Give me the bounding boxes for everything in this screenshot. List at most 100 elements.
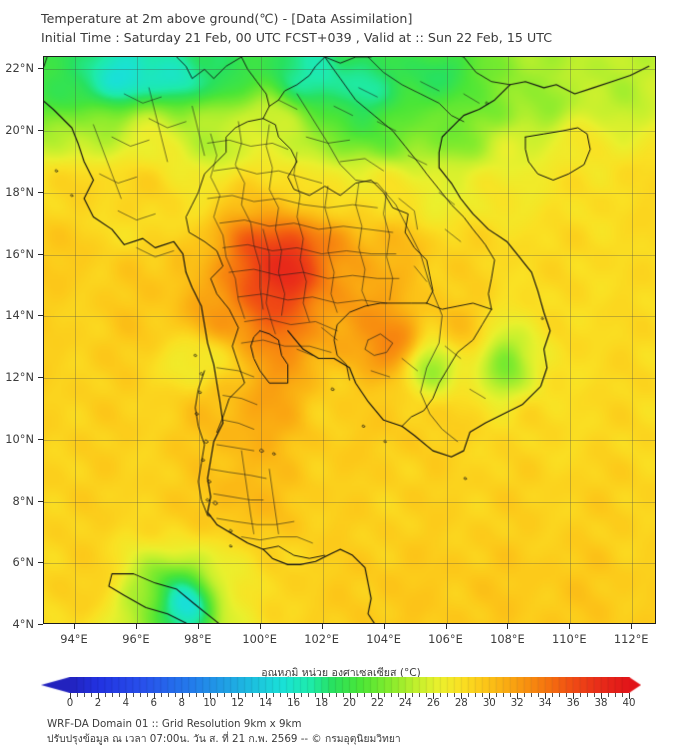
y-axis-label-14: 14°N: [5, 308, 34, 323]
colorbar-tick-8.5: [188, 693, 190, 697]
colorbar-tick-5.5: [146, 693, 148, 697]
gridline-lon-112: [632, 57, 634, 623]
colorbar-tick-28: [461, 693, 463, 699]
colorbar-tick-34.5: [552, 693, 554, 697]
title-line-1: Temperature at 2m above ground(℃) - [Dat…: [41, 11, 413, 26]
gridline-lat-8: [44, 501, 655, 503]
colorbar-tick-4.5: [132, 693, 134, 697]
map-plot-area[interactable]: [43, 56, 656, 624]
temperature-colorbar: อุณหภูมิ หน่วย องศาเซลเซียส (°C) 0 2 4 6 8 10…: [41, 664, 641, 712]
colorbar-tick-8: [181, 693, 183, 699]
x-tick-94: [74, 624, 75, 629]
colorbar-label-8: 8: [178, 698, 186, 709]
x-axis-label-100: 100°E: [242, 632, 278, 646]
y-axis-label-12: 12°N: [5, 370, 34, 384]
colorbar-tick-35: [559, 693, 561, 697]
colorbar-tick-16.5: [300, 693, 302, 697]
colorbar-tick-1.5: [91, 693, 92, 697]
colorbar-tick-22: [377, 693, 379, 699]
colorbar-tick-16: [293, 693, 295, 699]
colorbar-tick-23: [391, 693, 393, 697]
x-tick-108: [507, 624, 509, 629]
chart-title-block: Temperature at 2m above ground(℃) - [Dat…: [41, 9, 661, 47]
y-tick-22: [38, 68, 43, 70]
colorbar-tick-37.5: [594, 693, 596, 697]
colorbar-tick-31.5: [510, 693, 512, 697]
colorbar-tick-13: [251, 693, 253, 697]
colorbar-label-10: 10: [203, 698, 217, 709]
x-axis-label-102: 102°E: [304, 632, 339, 646]
colorbar-tick-20.5: [356, 693, 358, 697]
colorbar-tick-29: [475, 693, 477, 697]
colorbar-label-30: 30: [482, 698, 496, 709]
y-tick-8: [38, 500, 43, 502]
colorbar-label-20: 20: [343, 698, 356, 709]
colorbar-tick-2: [98, 693, 99, 699]
y-axis-label-6: 6°N: [12, 555, 34, 570]
y-tick-6: [38, 562, 43, 564]
y-tick-18: [38, 191, 43, 193]
colorbar-tick-9: [195, 693, 197, 697]
x-axis-label-96: 96°E: [122, 632, 150, 646]
colorbar-tick-17: [307, 693, 309, 697]
colorbar-label-12: 12: [231, 698, 245, 709]
colorbar-tick-39.5: [622, 693, 623, 697]
colorbar-label-0: 0: [66, 698, 74, 709]
gridline-lon-108: [508, 57, 510, 623]
colorbar-label-2: 2: [94, 698, 102, 709]
x-tick-98: [197, 624, 199, 629]
colorbar-label-28: 28: [454, 698, 468, 709]
colorbar-tick-22.5: [384, 693, 386, 697]
colorbar-tick-13.5: [258, 693, 260, 697]
y-tick-4: [38, 624, 43, 625]
y-tick-20: [38, 130, 43, 132]
colorbar-tick-33.5: [538, 693, 540, 697]
colorbar-label-18: 18: [315, 698, 329, 709]
gridline-lat-12: [44, 378, 655, 379]
colorbar-tick-4: [125, 693, 127, 699]
colorbar-tick-24: [405, 693, 407, 699]
gridline-lat-10: [44, 439, 655, 441]
colorbar-tick-32: [517, 693, 519, 699]
colorbar-tick-6.5: [160, 693, 162, 697]
colorbar-tick-27: [447, 693, 449, 697]
gridline-lon-98: [198, 57, 200, 623]
colorbar-label-4: 4: [122, 698, 130, 709]
colorbar-tick-32.5: [524, 693, 526, 697]
y-axis-label-10: 10°N: [5, 431, 34, 446]
colorbar-tick-30: [489, 693, 491, 699]
y-axis-label-8: 8°N: [12, 493, 34, 508]
y-tick-16: [38, 253, 43, 255]
colorbar-tick-30.5: [496, 693, 498, 697]
colorbar-tick-2.5: [104, 693, 106, 697]
colorbar-tick-31: [503, 693, 505, 697]
colorbar-tick-9.5: [202, 693, 204, 697]
colorbar-tick-34: [545, 693, 547, 699]
colorbar-tick-3.5: [118, 693, 120, 697]
y-axis-label-20: 20°N: [5, 123, 34, 138]
gridline-lat-16: [44, 254, 655, 256]
colorbar-tick-38.5: [608, 693, 609, 697]
temperature-field-canvas: [44, 57, 655, 623]
title-line-2: Initial Time : Saturday 21 Feb, 00 UTC F…: [41, 30, 553, 45]
colorbar-tick-19: [335, 693, 337, 697]
colorbar-tick-12.5: [244, 693, 246, 697]
colorbar-title: อุณหภูมิ หน่วย องศาเซลเซียส (°C): [261, 667, 421, 679]
colorbar-tick-39: [615, 693, 616, 697]
colorbar-tick-10.5: [216, 693, 218, 697]
x-axis-label-112: 112°E: [613, 632, 649, 646]
y-tick-10: [38, 438, 43, 440]
x-tick-102: [321, 624, 323, 629]
colorbar-tick-25: [419, 693, 421, 697]
y-axis-label-16: 16°N: [5, 246, 34, 261]
colorbar-gradient: [41, 677, 641, 693]
gridline-lon-104: [384, 57, 386, 623]
figure-footer: WRF-DA Domain 01 :: Grid Resolution 9km …: [47, 717, 667, 747]
gridline-lon-102: [322, 57, 324, 623]
colorbar-label-6: 6: [150, 698, 158, 709]
colorbar-tick-1: [84, 693, 85, 697]
colorbar-tick-27.5: [454, 693, 456, 697]
colorbar-tick-7: [167, 693, 169, 697]
colorbar-tick-25.5: [426, 693, 428, 697]
